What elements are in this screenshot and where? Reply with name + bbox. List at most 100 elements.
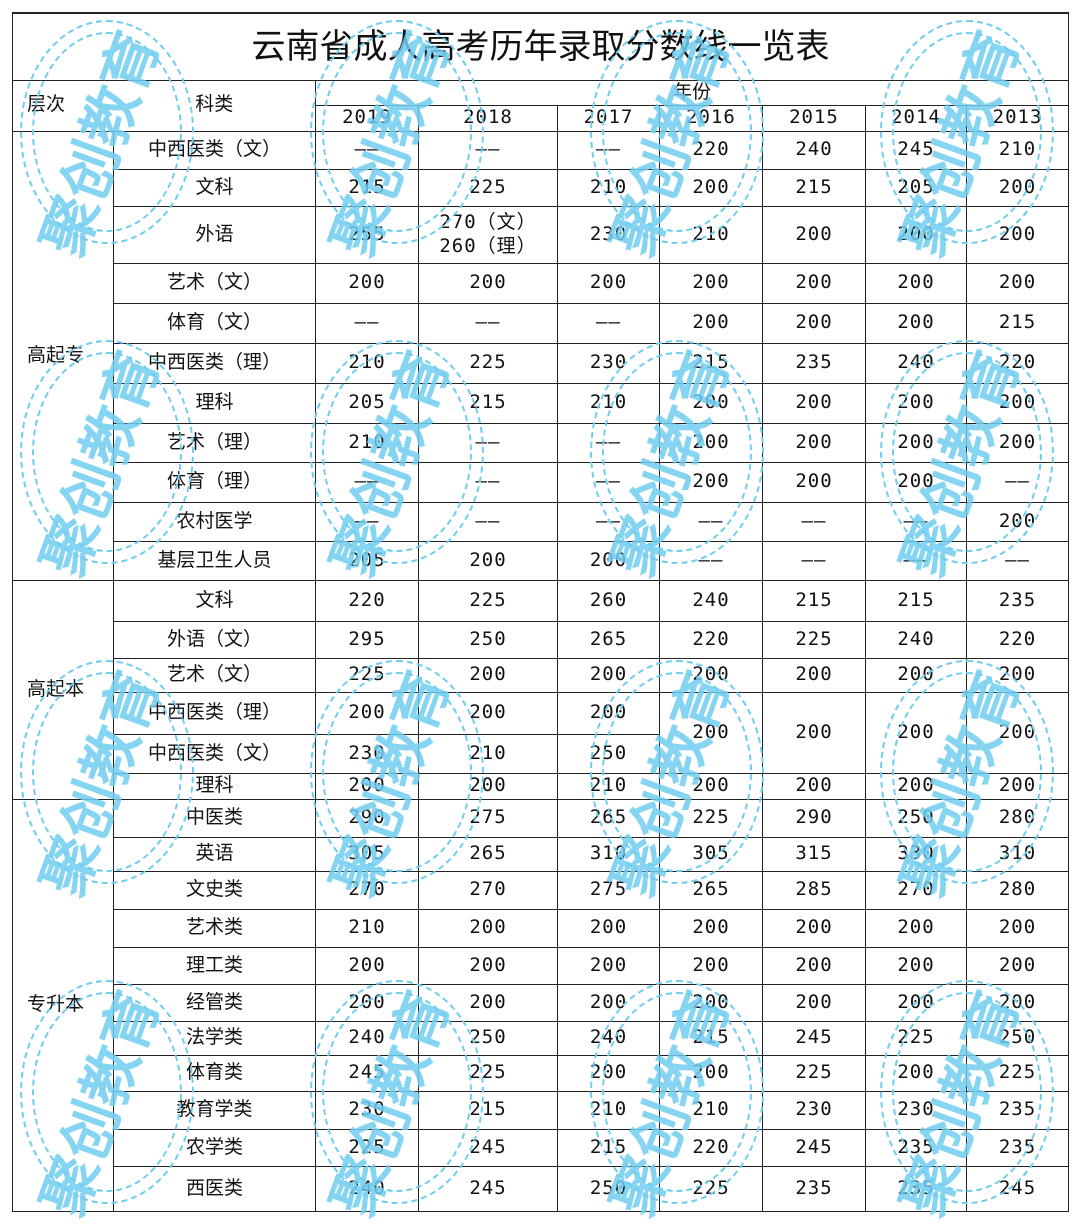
score-cell: 270（文） 260（理） <box>418 205 558 264</box>
score-cell: 200 <box>557 657 660 693</box>
score-cell: 200 <box>659 461 763 503</box>
score-cell: 230 <box>557 205 660 264</box>
score-cell: 200 <box>762 657 866 693</box>
score-cell: 225 <box>315 657 419 693</box>
year-header-2014: 2014 <box>865 104 967 132</box>
score-cell: —— <box>659 501 763 542</box>
score-cell: 200 <box>865 382 967 424</box>
score-cell: 200 <box>659 382 763 424</box>
score-cell: —— <box>965 540 1070 581</box>
score-cell: 225 <box>865 1020 967 1056</box>
subject-cell: 外语 <box>113 205 316 264</box>
score-cell: 200 <box>418 946 558 985</box>
score-cell: —— <box>557 461 660 503</box>
header-level: 层次 <box>12 80 114 132</box>
score-cell: 200 <box>865 908 967 948</box>
score-cell: 215 <box>315 168 419 207</box>
table-row: 高起专 中西医类（文） —— —— —— 220 240 245 210 <box>12 130 1070 581</box>
score-cell: 265 <box>557 798 660 838</box>
score-cell: 250 <box>418 620 558 659</box>
score-cell: 225 <box>965 1054 1070 1092</box>
score-cell: 215 <box>418 382 558 424</box>
score-cell: —— <box>865 501 967 542</box>
subject-cell: 理科 <box>113 382 316 424</box>
year-header-2013: 2013 <box>965 104 1070 132</box>
subject-cell: 法学类 <box>113 1020 316 1056</box>
subject-cell: 艺术类 <box>113 908 316 948</box>
score-cell: 250 <box>418 1020 558 1056</box>
subject-cell: 文史类 <box>113 870 316 910</box>
score-cell: 245 <box>418 1165 558 1212</box>
score-cell: 200 <box>762 946 866 985</box>
score-cell: 240 <box>659 579 763 622</box>
score-cell: 225 <box>762 620 866 659</box>
level-cell: 高起本 <box>12 579 114 800</box>
table-row: 教育学类 230 215 210 210 230 230 235 <box>13 1090 1070 1130</box>
score-cell: 235 <box>762 1165 866 1212</box>
score-cell: —— <box>557 130 660 170</box>
subject-cell: 文科 <box>113 579 316 622</box>
score-cell: 290 <box>762 798 866 838</box>
table-row: 中西医类（理） 210 225 230 215 235 240 220 <box>13 342 1070 384</box>
score-cell: 200 <box>659 983 763 1022</box>
score-cell: 210 <box>315 422 419 463</box>
score-cell: 225 <box>659 798 763 838</box>
score-cell: 200 <box>762 983 866 1022</box>
subject-cell: 英语 <box>113 836 316 872</box>
score-cell: 290 <box>315 798 419 838</box>
score-cell: 200 <box>418 540 558 581</box>
score-cell: 270 <box>418 870 558 910</box>
table-row: 理科 200 200 210 200 200 200 200 <box>13 772 1070 800</box>
score-cell: 200 <box>315 262 419 304</box>
score-cell: 200 <box>557 1054 660 1092</box>
subject-cell: 教育学类 <box>113 1090 316 1130</box>
score-cell: 220 <box>315 579 419 622</box>
score-cell: 225 <box>418 168 558 207</box>
score-cell: 240 <box>315 1020 419 1056</box>
score-cell: 200 <box>659 168 763 207</box>
score-cell: 225 <box>659 1165 763 1212</box>
score-cell: 200 <box>965 168 1070 207</box>
header-subject: 科类 <box>113 80 316 132</box>
table-row: 农村医学 —— —— —— —— —— —— 200 <box>13 501 1070 542</box>
score-cell: 210 <box>659 205 763 264</box>
score-cell: —— <box>557 501 660 542</box>
score-cell: 220 <box>659 1128 763 1167</box>
score-cell: 240 <box>557 1020 660 1056</box>
score-cell: 310 <box>965 836 1070 872</box>
score-cell: 200 <box>418 262 558 304</box>
score-cell: 310 <box>557 836 660 872</box>
score-cell: 200 <box>557 908 660 948</box>
score-cell: —— <box>659 540 763 581</box>
subject-cell: 文科 <box>113 168 316 207</box>
score-cell: 265 <box>418 836 558 872</box>
score-cell: 240 <box>762 130 866 170</box>
subject-cell: 农村医学 <box>113 501 316 542</box>
score-cell: 200 <box>762 302 866 344</box>
score-cell: 245 <box>762 1128 866 1167</box>
year-header-2016: 2016 <box>659 104 763 132</box>
score-cell: 200 <box>418 691 558 735</box>
score-cell: 250 <box>557 733 660 774</box>
score-cell: 200 <box>659 302 763 344</box>
score-cell: 200 <box>557 262 660 304</box>
score-cell: 275 <box>557 870 660 910</box>
score-cell: 225 <box>418 1054 558 1092</box>
subject-cell: 体育（文） <box>113 302 316 344</box>
score-cell: 245 <box>965 1165 1070 1212</box>
score-cell: 200 <box>659 946 763 985</box>
score-cell: 250 <box>965 1020 1070 1056</box>
year-header-2019: 2019 <box>315 104 419 132</box>
score-cell: 305 <box>659 836 763 872</box>
year-header-2018: 2018 <box>418 104 558 132</box>
score-cell: 200 <box>762 691 866 774</box>
table-row: 艺术（文） 225 200 200 200 200 200 200 <box>13 657 1070 693</box>
score-cell: 200 <box>965 382 1070 424</box>
score-cell: 200 <box>965 501 1070 542</box>
subject-cell: 中医类 <box>113 798 316 838</box>
year-header-2015: 2015 <box>762 104 866 132</box>
table-row: 体育类 245 225 200 200 225 200 225 <box>13 1054 1070 1092</box>
score-cell: —— <box>762 501 866 542</box>
table-row: 文史类 270 270 275 265 285 270 280 <box>13 870 1070 910</box>
subject-cell: 西医类 <box>113 1165 316 1212</box>
